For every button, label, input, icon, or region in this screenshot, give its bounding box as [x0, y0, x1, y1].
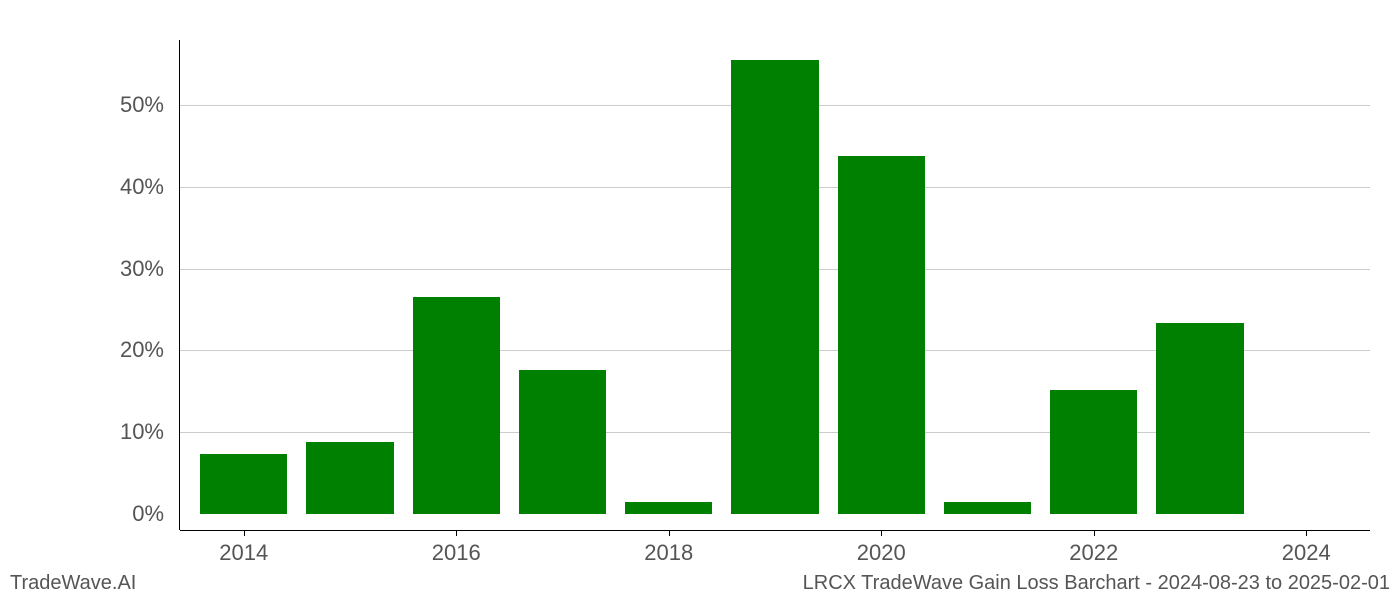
x-tick-label: 2022	[1069, 540, 1118, 566]
bar	[838, 156, 925, 514]
x-tick-mark	[669, 530, 670, 536]
x-axis-line	[180, 530, 1370, 531]
x-tick-label: 2014	[219, 540, 268, 566]
y-tick-label: 40%	[0, 174, 164, 200]
x-tick-label: 2016	[432, 540, 481, 566]
x-tick-label: 2024	[1282, 540, 1331, 566]
bar	[413, 297, 500, 513]
x-tick-mark	[881, 530, 882, 536]
x-tick-label: 2020	[857, 540, 906, 566]
bar	[944, 502, 1031, 513]
x-tick-mark	[1306, 530, 1307, 536]
y-tick-label: 10%	[0, 419, 164, 445]
bar	[731, 60, 818, 514]
footer-left-text: TradeWave.AI	[10, 572, 136, 595]
bar	[200, 454, 287, 514]
bar	[519, 370, 606, 514]
x-tick-mark	[456, 530, 457, 536]
bar	[1156, 323, 1243, 514]
y-tick-label: 50%	[0, 92, 164, 118]
y-tick-label: 0%	[0, 501, 164, 527]
footer-right-text: LRCX TradeWave Gain Loss Barchart - 2024…	[803, 572, 1390, 595]
y-axis-line	[179, 40, 180, 530]
bar	[625, 502, 712, 513]
x-tick-mark	[1094, 530, 1095, 536]
y-tick-label: 30%	[0, 256, 164, 282]
bar	[306, 442, 393, 514]
barchart: TradeWave.AI LRCX TradeWave Gain Loss Ba…	[0, 0, 1400, 600]
bar	[1050, 390, 1137, 513]
y-tick-label: 20%	[0, 337, 164, 363]
x-tick-mark	[244, 530, 245, 536]
x-tick-label: 2018	[644, 540, 693, 566]
